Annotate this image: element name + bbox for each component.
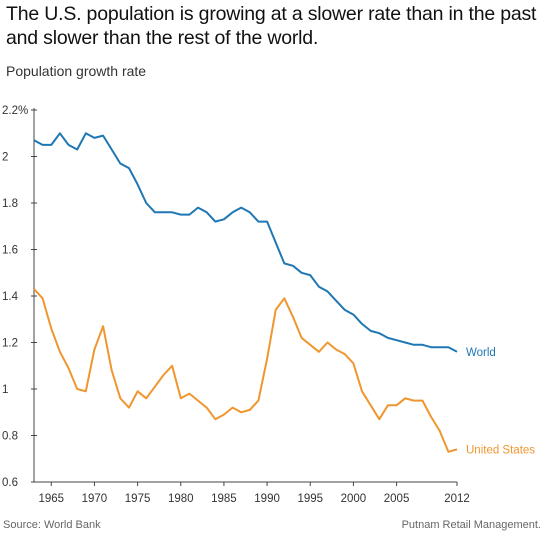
x-tick-label: 1965 [38,493,64,505]
x-tick-label: 1990 [254,493,280,505]
series-line-united-states [33,288,458,453]
y-tick-label: 2 [2,152,8,164]
x-tick-label: 1970 [82,493,108,505]
y-tick-label: 1.2 [2,338,18,350]
x-tick-label: 2000 [341,493,367,505]
x-tick-label: 1995 [297,493,323,505]
x-tick-label: 1975 [125,493,151,505]
y-tick-label: 1.4 [2,291,19,303]
y-tick-label: 0.6 [2,477,18,489]
series-label-world: World [466,347,496,359]
y-tick-label: 1.6 [2,245,18,257]
y-tick-label: 0.8 [2,431,18,443]
credit-note: Putnam Retail Management. [401,519,541,531]
series-label-united-states: United States [466,444,535,456]
y-axis: 0.6 0.8 1 1.2 1.4 1.6 1.8 2 2.2% [2,105,37,489]
x-axis: 1965 1970 1975 1980 1985 1990 1995 2000 2005 2012 [34,481,470,505]
y-tick-label: 1 [2,384,8,396]
series-layer: World United States [33,132,535,456]
x-tick-label: 2005 [384,493,410,505]
chart-title: The U.S. population is growing at a slow… [6,3,537,49]
x-tick-label: 1980 [168,493,194,505]
y-tick-label: 1.8 [2,198,18,210]
source-note: Source: World Bank [3,519,101,531]
series-line-world [33,132,458,353]
chart-subtitle: Population growth rate [6,63,147,79]
x-tick-label: 1985 [211,493,237,505]
y-tick-label: 2.2% [2,105,28,117]
x-tick-label: 2012 [444,493,470,505]
